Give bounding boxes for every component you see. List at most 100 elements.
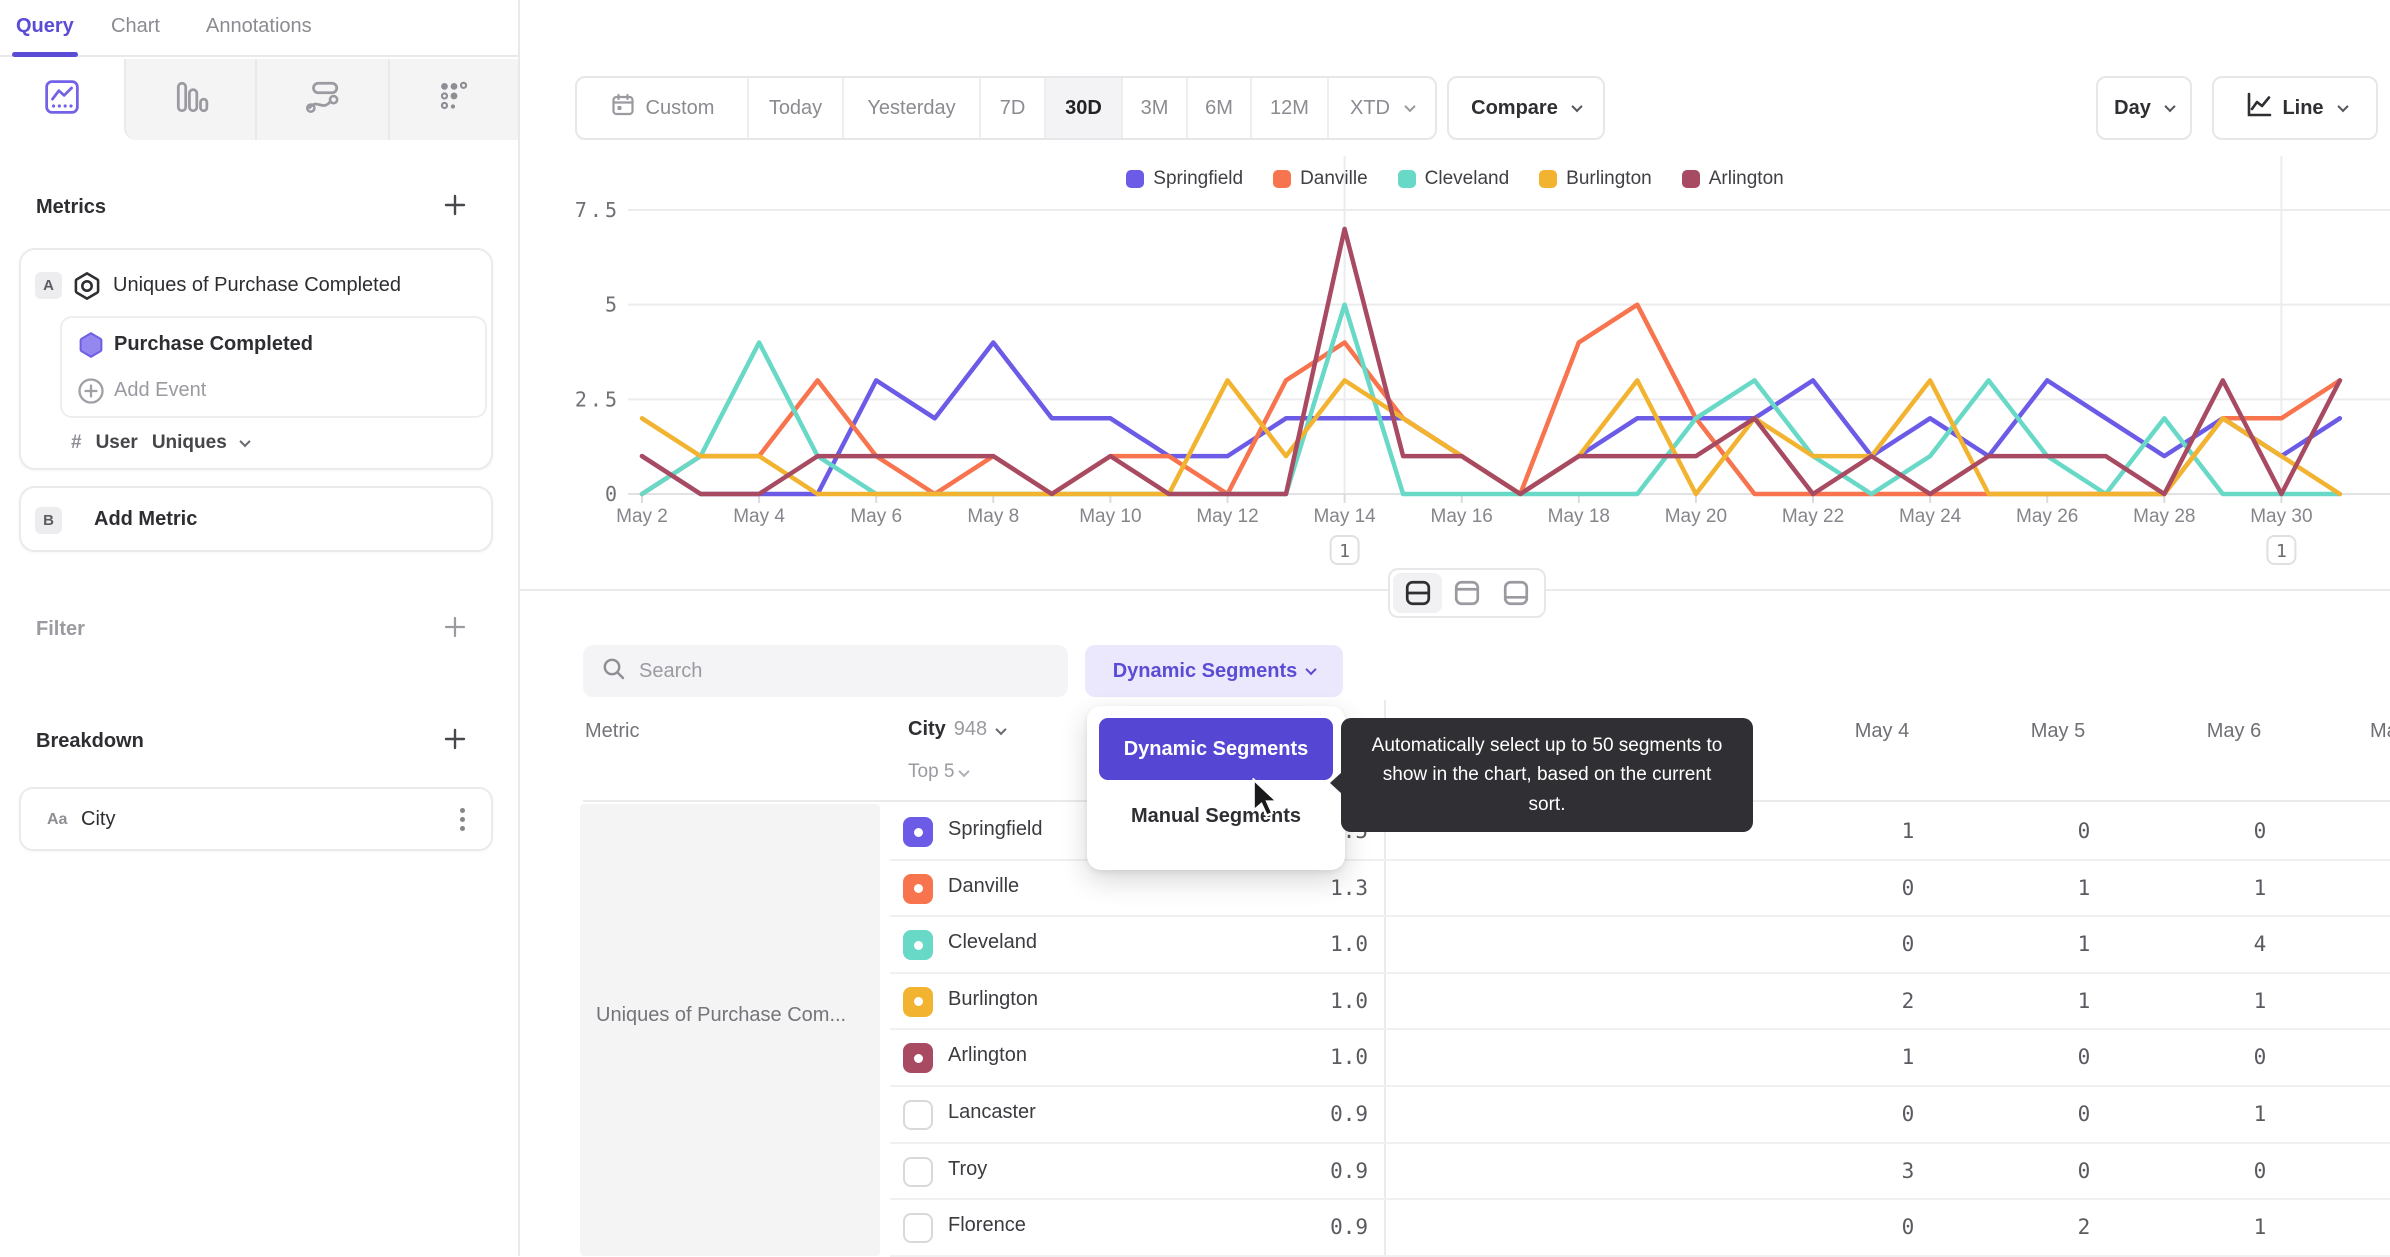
event-name[interactable]: Purchase Completed (114, 333, 313, 355)
svg-text:May 2: May 2 (616, 506, 668, 527)
chevron-down-icon (958, 765, 971, 778)
add-metric-plus-icon[interactable] (442, 192, 468, 218)
segment-city-label: Florence (948, 1214, 1026, 1237)
tab-annotations[interactable]: Annotations (206, 15, 312, 37)
layout-split-toggle[interactable] (1393, 573, 1443, 613)
svg-text:7.5: 7.5 (575, 198, 620, 222)
metric-card-b[interactable]: B Add Metric (19, 486, 493, 552)
range-6m[interactable]: 6M (1186, 78, 1250, 138)
checked-checkbox[interactable] (903, 930, 933, 961)
checked-checkbox[interactable] (903, 986, 933, 1017)
segment-city-label: Troy (948, 1157, 988, 1180)
measure-selector[interactable]: # User Uniques (71, 432, 251, 454)
range-12m[interactable]: 12M (1250, 78, 1327, 138)
legend-item-burlington[interactable]: Burlington (1539, 168, 1652, 190)
date-header-2[interactable]: May 5 (2030, 720, 2086, 742)
metric-row-cell: Uniques of Purchase Com... (580, 804, 880, 1256)
unchecked-checkbox[interactable] (903, 1100, 933, 1130)
unchecked-checkbox[interactable] (903, 1156, 933, 1187)
chart-type-scatter-tab[interactable] (388, 59, 518, 140)
kebab-menu-icon[interactable] (454, 802, 471, 837)
query-sidebar: Query Chart Annotations Metrics (0, 0, 520, 1256)
granularity-button[interactable]: Day (2096, 76, 2192, 140)
segments-tooltip: Automatically select up to 50 segments t… (1330, 718, 1753, 833)
chart-type-line-tab[interactable] (0, 59, 124, 140)
checked-checkbox[interactable] (903, 1043, 933, 1074)
segment-search[interactable] (583, 645, 1068, 697)
layout-bottom-toggle[interactable] (1492, 573, 1541, 613)
cell-value: 3 (2376, 876, 2390, 900)
city-column-header[interactable]: City 948 (908, 718, 1007, 741)
avg-value: 0.9 (1330, 1215, 1368, 1240)
avg-value: 1.0 (1330, 988, 1368, 1013)
legend-item-arlington[interactable]: Arlington (1681, 168, 1784, 190)
metric-a-title[interactable]: Uniques of Purchase Completed (113, 274, 401, 296)
chart-type-label: Line (2282, 96, 2324, 119)
cell-value: 0 (2376, 989, 2390, 1013)
compare-button[interactable]: Compare (1447, 76, 1605, 140)
segments-dropdown-menu: Dynamic Segments Manual Segments (1087, 706, 1345, 870)
tab-chart[interactable]: Chart (111, 15, 160, 37)
legend-item-springfield[interactable]: Springfield (1126, 168, 1243, 190)
layout-top-toggle[interactable] (1442, 573, 1491, 613)
checked-checkbox[interactable] (903, 817, 933, 847)
top5-selector[interactable]: Top 5 (908, 761, 971, 783)
cell-value: 1 (2077, 988, 2091, 1013)
range-3m[interactable]: 3M (1121, 78, 1186, 138)
range-yesterday[interactable]: Yesterday (842, 78, 979, 138)
range-today[interactable]: Today (747, 78, 842, 138)
legend-swatch (1273, 170, 1292, 188)
annotation-badge[interactable]: 1 (2266, 535, 2297, 565)
calendar-icon (610, 92, 636, 124)
menu-item-manual-segments[interactable]: Manual Segments (1130, 804, 1302, 827)
date-header-3[interactable]: May 6 (2206, 720, 2262, 742)
legend-item-danville[interactable]: Danville (1273, 168, 1368, 190)
date-header-1[interactable]: May 4 (1854, 720, 1910, 742)
compare-label: Compare (1471, 96, 1558, 119)
breakdown-city-card[interactable]: Aa City (19, 787, 493, 851)
cell-value: 1 (2253, 1215, 2267, 1240)
add-event-button[interactable]: Add Event (114, 379, 207, 401)
tab-query[interactable]: Query (16, 15, 74, 37)
city-count: 948 (953, 718, 988, 740)
legend-item-cleveland[interactable]: Cleveland (1397, 168, 1509, 190)
segments-mode-button[interactable]: Dynamic Segments (1085, 645, 1343, 697)
cell-value: 0 (1901, 1102, 1915, 1126)
add-filter-plus-icon[interactable] (442, 614, 468, 640)
granularity-label: Day (2114, 96, 2151, 119)
add-metric-button[interactable]: Add Metric (94, 508, 198, 530)
range-custom[interactable]: Custom (577, 78, 747, 138)
chart-type-flow-tab[interactable] (255, 59, 388, 140)
text-type-icon: Aa (47, 811, 68, 828)
chart-type-bar-tab[interactable] (124, 59, 255, 140)
chart-type-button[interactable]: Line (2212, 76, 2378, 140)
svg-text:May 8: May 8 (967, 506, 1019, 527)
add-breakdown-plus-icon[interactable] (442, 726, 468, 752)
cell-value: 1 (2077, 932, 2091, 957)
range-7d[interactable]: 7D (979, 78, 1044, 138)
measure-type-label: Uniques (151, 432, 227, 453)
menu-item-dynamic-segments[interactable]: Dynamic Segments (1099, 718, 1333, 780)
line-chart: 0 2.5 5 7.5 May 2 May 4 May 6 May 8 May 10 May 12… (575, 156, 2390, 565)
series-line-arlington (639, 226, 2343, 497)
unchecked-checkbox[interactable] (903, 1213, 933, 1244)
annotation-badge[interactable]: 1 (1329, 535, 1360, 565)
checked-checkbox[interactable] (903, 873, 933, 904)
chevron-down-icon (995, 723, 1007, 736)
main-content: Custom Today Yesterday 7D 30D 3M 6M 12M XTD Comp… (520, 0, 2390, 1257)
range-xtd[interactable]: XTD (1327, 78, 1435, 138)
range-30d[interactable]: 30D (1044, 78, 1121, 138)
legend-swatch (1126, 170, 1145, 188)
legend-swatch (1681, 170, 1700, 188)
cell-value: 0 (2376, 1159, 2390, 1183)
cell-value: 0 (2253, 1045, 2267, 1070)
search-input[interactable] (639, 659, 1019, 683)
cell-value: 0 (2077, 1045, 2091, 1070)
